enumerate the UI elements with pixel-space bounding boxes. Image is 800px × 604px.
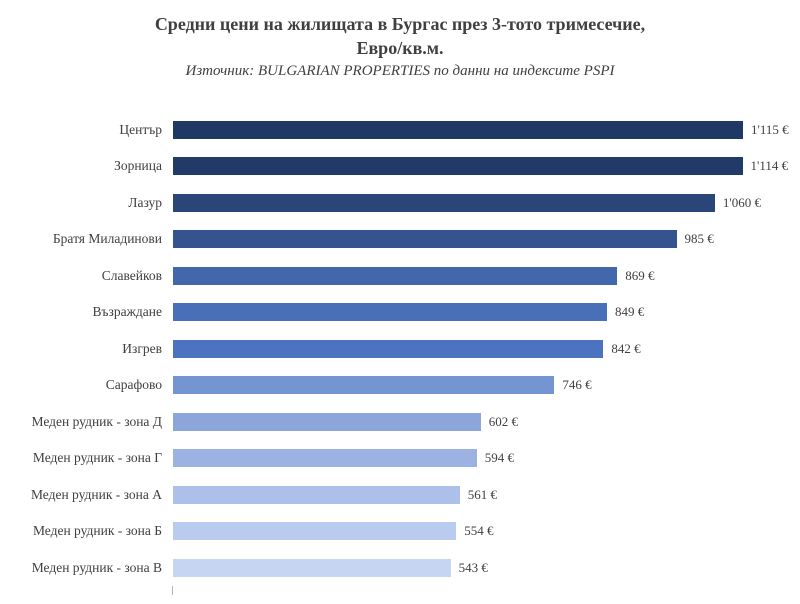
bar — [173, 266, 618, 285]
bar — [173, 522, 457, 541]
bar — [173, 157, 743, 176]
value-label: 1'114 € — [750, 158, 789, 174]
chart-row: Меден рудник - зона А 561 € — [0, 477, 794, 514]
bar — [173, 449, 477, 468]
bar — [173, 558, 451, 577]
value-label: 869 € — [625, 267, 655, 283]
bar — [173, 230, 677, 249]
axis-tick — [172, 586, 173, 596]
category-label: Славейков — [101, 267, 162, 283]
chart-row: Меден рудник - зона Д 602 € — [0, 404, 794, 441]
category-label: Меден рудник - зона А — [30, 486, 162, 502]
bar — [173, 339, 604, 358]
category-label: Меден рудник - зона Г — [32, 450, 162, 466]
bar — [173, 120, 743, 139]
chart-row: Сарафово 746 € — [0, 367, 794, 404]
value-label: 594 € — [484, 450, 514, 466]
chart-row: Славейков 869 € — [0, 258, 794, 295]
value-label: 849 € — [615, 304, 645, 320]
chart-row: Меден рудник - зона В 543 € — [0, 550, 794, 587]
value-label: 543 € — [458, 559, 488, 575]
value-label: 1'060 € — [722, 194, 761, 210]
value-label: 1'115 € — [751, 121, 789, 137]
value-label: 554 € — [464, 523, 494, 539]
chart-row: Изгрев 842 € — [0, 331, 794, 368]
chart-row: Лазур 1'060 € — [0, 185, 794, 222]
chart-row: Център 1'115 € — [0, 112, 794, 149]
value-label: 985 € — [684, 231, 714, 247]
category-label: Меден рудник - зона Б — [32, 523, 162, 539]
chart-title: Средни цени на жилищата в Бургас през 3-… — [154, 14, 646, 59]
bar-chart: Център 1'115 € Зорница 1'114 € Лазур 1'060 € Б… — [0, 112, 800, 596]
chart-row: Меден рудник - зона Г 594 € — [0, 440, 794, 477]
category-label: Зорница — [114, 158, 162, 174]
value-label: 602 € — [488, 413, 518, 429]
bar — [173, 303, 607, 322]
category-label: Меден рудник - зона В — [31, 559, 162, 575]
category-label: Център — [119, 121, 162, 137]
chart-row: Меден рудник - зона Б 554 € — [0, 513, 794, 550]
chart-subtitle: Източник: BULGARIAN PROPERTIES по данни … — [185, 62, 615, 79]
bar — [173, 376, 555, 395]
chart-row: Братя Миладинови 985 € — [0, 221, 794, 258]
category-label: Лазур — [128, 194, 162, 210]
category-label: Изгрев — [122, 340, 162, 356]
category-label: Възраждане — [92, 304, 162, 320]
category-label: Меден рудник - зона Д — [31, 413, 163, 429]
category-label: Сарафово — [105, 377, 162, 393]
value-label: 561 € — [467, 486, 498, 502]
bar — [173, 193, 715, 212]
chart-row: Възраждане 849 € — [0, 294, 794, 331]
value-label: 842 € — [611, 340, 641, 356]
bar — [173, 485, 460, 504]
value-label: 746 € — [562, 377, 592, 393]
chart-row: Зорница 1'114 € — [0, 148, 794, 185]
bar — [173, 412, 481, 431]
category-label: Братя Миладинови — [52, 231, 162, 247]
